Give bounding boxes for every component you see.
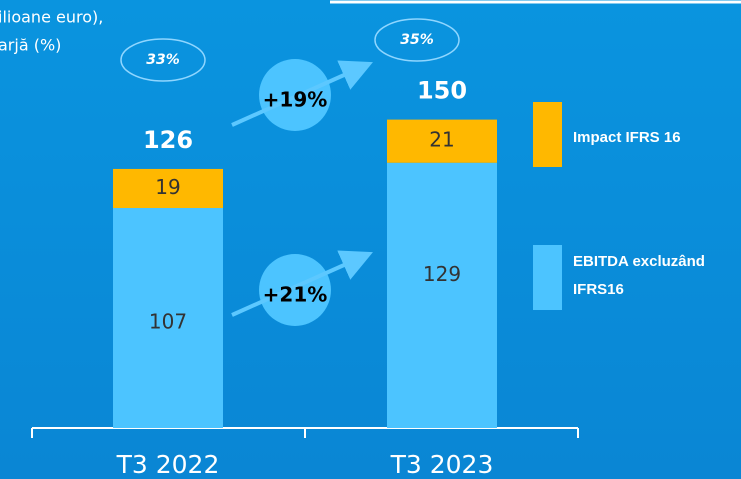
value-label: 19 [155,175,180,199]
category-label: T3 2023 [390,450,494,479]
total-label: 126 [143,126,193,154]
legend-label: EBITDA excluzând IFRS16 [573,253,705,298]
bar-segment [113,208,223,428]
value-label: 21 [429,128,454,152]
bar-segment [387,162,497,428]
margin-label: 35% [400,32,434,48]
total-label: 150 [417,77,467,105]
category-label: T3 2022 [116,450,220,479]
legend-swatch [533,102,562,167]
value-label: 129 [423,262,461,286]
subtitle: ilioane euro), [0,8,103,27]
growth-arrow [231,60,373,127]
growth-label: +19% [263,88,328,112]
growth-bubble [259,254,331,326]
bar-segment [387,119,497,163]
legend-swatch [533,245,562,310]
bar-segment [113,168,223,209]
value-label: 107 [149,310,187,334]
margin-bubble [120,38,206,82]
legend-label: Impact IFRS 16 [573,129,681,146]
margin-label: 33% [146,52,180,68]
subtitle: arjă (%) [0,36,61,55]
growth-label: +21% [263,283,328,307]
margin-bubble [374,18,460,62]
growth-arrow [231,250,373,317]
